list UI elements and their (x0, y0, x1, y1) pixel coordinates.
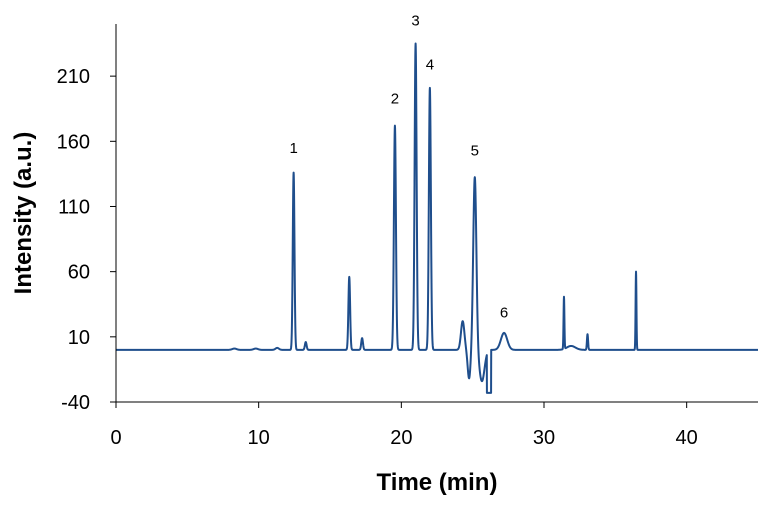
x-tick-label: 30 (533, 427, 555, 449)
y-tick-label: 60 (68, 262, 90, 284)
y-axis-ticks: -40 10 60 110 160 210 (57, 66, 116, 414)
x-tick-label: 20 (390, 427, 412, 449)
y-axis-title: Intensity (a.u.) (10, 132, 37, 295)
series-line (115, 42, 759, 394)
x-tick-label: 40 (676, 427, 698, 449)
x-tick-label: 10 (248, 427, 270, 449)
y-tick-label: 160 (57, 131, 90, 153)
peak-label: 1 (289, 140, 297, 157)
peak-label: 6 (500, 304, 508, 321)
y-tick-label: 210 (57, 66, 90, 88)
y-tick-label: 110 (58, 196, 90, 218)
peak-label: 4 (426, 57, 434, 74)
peak-label: 5 (471, 143, 479, 160)
peak-label: 3 (411, 12, 419, 29)
x-axis-ticks: 0 10 20 30 40 (110, 402, 698, 449)
y-tick-label: 10 (68, 327, 90, 349)
peak-label: 2 (391, 91, 399, 108)
x-axis-title: Time (min) (377, 469, 498, 496)
y-tick-label: -40 (61, 392, 90, 414)
peak-annotations: 1 2 3 4 5 6 (289, 12, 508, 321)
x-tick-label: 0 (110, 427, 121, 449)
